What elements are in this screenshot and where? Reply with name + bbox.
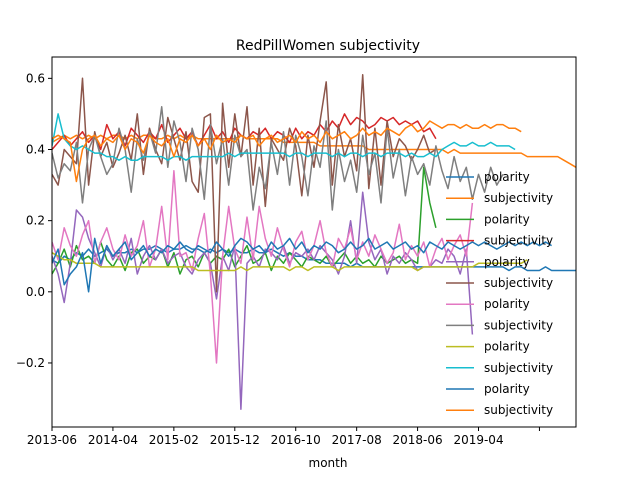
- plot-frame: [51, 56, 577, 428]
- legend-label: subjectivity: [484, 191, 553, 205]
- series-line-4-polarity: [52, 191, 474, 410]
- series-line-7-subjectivity: [52, 106, 504, 211]
- x-tick-label: 2017-08: [332, 433, 382, 447]
- legend-label: subjectivity: [484, 318, 553, 332]
- series-line-11-subjectivity: [52, 120, 522, 183]
- legend-label: subjectivity: [484, 403, 553, 417]
- legend-label: polarity: [484, 212, 530, 226]
- legend-label: polarity: [484, 297, 530, 311]
- series-layer: [52, 74, 576, 410]
- x-axis-label: month: [309, 456, 348, 470]
- series-line-9-subjectivity: [52, 113, 516, 161]
- y-axis: −0.2 0.0 0.2 0.4 0.6: [16, 71, 52, 370]
- series-line-2-polarity: [52, 166, 437, 275]
- legend-label: subjectivity: [484, 276, 553, 290]
- legend: polarity subjectivity polarity subjectivity…: [446, 170, 553, 417]
- y-tick-label: 0.0: [26, 285, 45, 299]
- series-line-5-subjectivity: [52, 74, 437, 293]
- legend-label: polarity: [484, 382, 530, 396]
- x-tick-label: 2018-06: [393, 433, 443, 447]
- y-tick-label: −0.2: [16, 356, 45, 370]
- x-tick-label: 2015-02: [149, 433, 199, 447]
- x-tick-label: 2015-12: [210, 433, 260, 447]
- legend-label: polarity: [484, 255, 530, 269]
- x-tick-label: 2014-04: [88, 433, 138, 447]
- y-tick-label: 0.2: [26, 214, 45, 228]
- legend-label: subjectivity: [484, 234, 553, 248]
- x-axis: 2013-06 2014-04 2015-02 2015-12 2016-10 2017-…: [27, 427, 540, 447]
- series-line-8-polarity: [52, 252, 528, 272]
- y-tick-label: 0.6: [26, 71, 45, 85]
- x-tick-label: 2013-06: [27, 433, 77, 447]
- x-tick-label: 2016-10: [271, 433, 321, 447]
- x-tick-label: 2019-04: [453, 433, 503, 447]
- legend-label: polarity: [484, 170, 530, 184]
- series-line-10-polarity: [52, 237, 552, 293]
- legend-label: polarity: [484, 340, 530, 354]
- chart-title: RedPillWomen subjectivity: [236, 38, 420, 54]
- series-line-6-polarity: [52, 170, 474, 364]
- legend-label: subjectivity: [484, 361, 553, 375]
- y-tick-label: 0.4: [26, 143, 45, 157]
